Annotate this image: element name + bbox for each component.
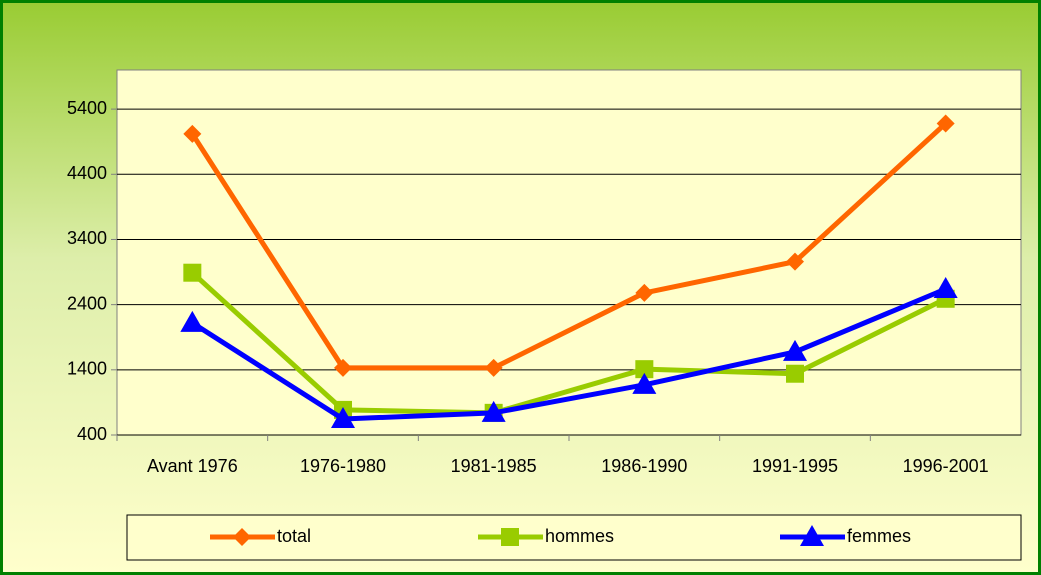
marker <box>334 358 352 377</box>
y-tick-label: 1400 <box>67 359 107 379</box>
marker <box>180 310 205 332</box>
legend-box <box>126 514 1022 561</box>
marker <box>783 339 807 361</box>
x-tick-label: Avant 1976 <box>147 456 238 476</box>
x-tick-label: 1981-1985 <box>451 456 537 476</box>
series-line <box>190 270 947 416</box>
marker <box>632 372 657 394</box>
x-tick-label: 1996-2001 <box>903 456 989 476</box>
marker <box>481 400 506 422</box>
legend-marker <box>800 525 824 546</box>
marker <box>635 283 654 302</box>
marker <box>786 364 804 383</box>
y-tick-label: 5400 <box>67 98 107 118</box>
legend-marker <box>501 528 519 546</box>
legend-label: hommes <box>545 526 614 546</box>
x-tick-label: 1976-1980 <box>300 456 386 476</box>
marker <box>484 358 503 377</box>
series-line <box>190 286 947 422</box>
marker <box>183 124 202 143</box>
y-tick-label: 3400 <box>67 228 107 248</box>
marker <box>933 277 958 298</box>
marker <box>331 407 355 429</box>
marker <box>936 114 955 133</box>
legend-marker <box>233 528 251 546</box>
x-tick-label: 1986-1990 <box>601 456 687 476</box>
marker <box>786 252 804 271</box>
marker <box>183 263 202 282</box>
y-tick-label: 400 <box>77 424 107 444</box>
y-tick-label: 2400 <box>67 293 107 313</box>
series-line <box>190 121 948 371</box>
legend-label: femmes <box>847 526 911 546</box>
x-tick-label: 1991-1995 <box>752 456 838 476</box>
plot-area <box>116 69 1022 436</box>
legend-label: total <box>277 526 311 546</box>
y-tick-label: 4400 <box>67 163 107 183</box>
marker <box>635 360 654 379</box>
